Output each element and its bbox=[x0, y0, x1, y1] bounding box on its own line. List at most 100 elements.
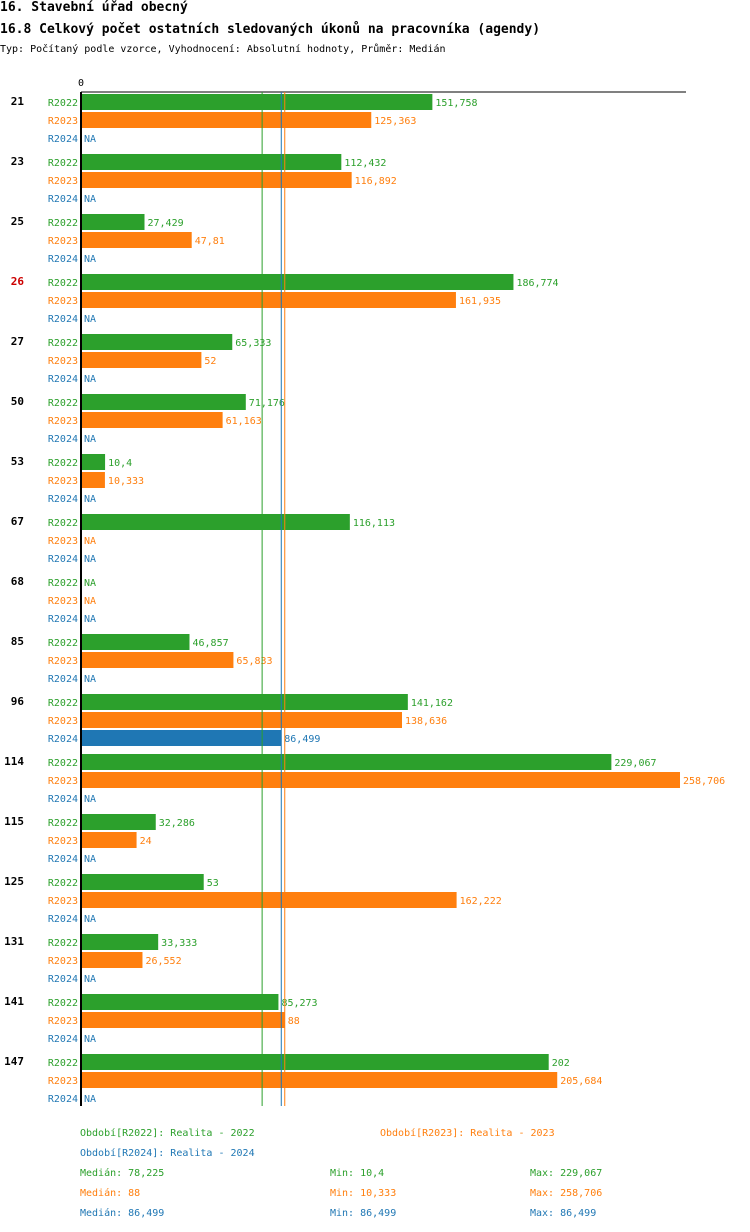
stat-min-2022: Min: 10,4 bbox=[330, 1168, 385, 1179]
bar-23-R2022 bbox=[81, 154, 342, 170]
series-label-125-R2024: R2024 bbox=[48, 914, 78, 925]
data-label-50-R2023: 61,163 bbox=[226, 416, 262, 427]
data-label-25-R2022: 27,429 bbox=[148, 218, 184, 229]
series-label-141-R2022: R2022 bbox=[48, 998, 78, 1009]
data-label-115-R2023: 24 bbox=[140, 836, 152, 847]
data-label-147-R2024: NA bbox=[84, 1094, 96, 1105]
data-label-141-R2023: 88 bbox=[288, 1016, 300, 1027]
series-label-25-R2022: R2022 bbox=[48, 218, 78, 229]
series-label-68-R2022: R2022 bbox=[48, 578, 78, 589]
group-label-67: 67 bbox=[11, 515, 24, 528]
data-label-141-R2024: NA bbox=[84, 1034, 96, 1045]
legend-period-2024: Období[R2024]: Realita - 2024 bbox=[80, 1148, 255, 1159]
group-label-26: 26 bbox=[11, 275, 25, 288]
series-label-26-R2024: R2024 bbox=[48, 314, 78, 325]
bar-147-R2023 bbox=[81, 1072, 558, 1088]
data-label-67-R2022: 116,113 bbox=[353, 518, 395, 529]
series-label-141-R2023: R2023 bbox=[48, 1016, 78, 1027]
bar-21-R2022 bbox=[81, 94, 433, 110]
data-label-115-R2024: NA bbox=[84, 854, 96, 865]
bar-115-R2022 bbox=[81, 814, 156, 830]
series-label-114-R2024: R2024 bbox=[48, 794, 78, 805]
data-label-21-R2023: 125,363 bbox=[374, 116, 416, 127]
data-label-53-R2022: 10,4 bbox=[108, 458, 132, 469]
series-label-125-R2022: R2022 bbox=[48, 878, 78, 889]
series-label-23-R2022: R2022 bbox=[48, 158, 78, 169]
series-label-53-R2023: R2023 bbox=[48, 476, 78, 487]
series-label-21-R2023: R2023 bbox=[48, 116, 78, 127]
data-label-125-R2022: 53 bbox=[207, 878, 219, 889]
bar-53-R2023 bbox=[81, 472, 105, 488]
data-label-25-R2024: NA bbox=[84, 254, 96, 265]
series-label-147-R2024: R2024 bbox=[48, 1094, 78, 1105]
stat-max-2024: Max: 86,499 bbox=[530, 1208, 597, 1219]
bar-25-R2022 bbox=[81, 214, 145, 230]
bar-96-R2024 bbox=[81, 730, 282, 746]
chart-subtitle: 16.8 Celkový počet ostatních sledovaných… bbox=[0, 22, 541, 37]
data-label-21-R2022: 151,758 bbox=[435, 98, 477, 109]
stat-max-2022: Max: 229,067 bbox=[530, 1168, 603, 1179]
data-label-114-R2023: 258,706 bbox=[683, 776, 725, 787]
series-label-85-R2024: R2024 bbox=[48, 674, 78, 685]
bar-131-R2022 bbox=[81, 934, 159, 950]
group-label-68: 68 bbox=[11, 575, 24, 588]
data-label-67-R2024: NA bbox=[84, 554, 96, 565]
series-label-85-R2022: R2022 bbox=[48, 638, 78, 649]
series-label-25-R2023: R2023 bbox=[48, 236, 78, 247]
group-label-115: 115 bbox=[4, 815, 24, 828]
data-label-141-R2022: 85,273 bbox=[281, 998, 317, 1009]
bar-67-R2022 bbox=[81, 514, 350, 530]
bar-53-R2022 bbox=[81, 454, 106, 470]
bar-114-R2022 bbox=[81, 754, 612, 770]
data-label-26-R2022: 186,774 bbox=[516, 278, 558, 289]
data-label-125-R2023: 162,222 bbox=[460, 896, 502, 907]
series-label-115-R2022: R2022 bbox=[48, 818, 78, 829]
stat-median-2024: Medián: 86,499 bbox=[80, 1208, 165, 1219]
series-label-50-R2023: R2023 bbox=[48, 416, 78, 427]
series-label-50-R2024: R2024 bbox=[48, 434, 78, 445]
bar-115-R2023 bbox=[81, 832, 137, 848]
data-label-26-R2023: 161,935 bbox=[459, 296, 501, 307]
series-label-68-R2023: R2023 bbox=[48, 596, 78, 607]
data-label-27-R2023: 52 bbox=[204, 356, 216, 367]
group-label-147: 147 bbox=[4, 1055, 24, 1068]
series-label-114-R2023: R2023 bbox=[48, 776, 78, 787]
data-label-27-R2024: NA bbox=[84, 374, 96, 385]
data-label-68-R2022: NA bbox=[84, 578, 96, 589]
bar-96-R2022 bbox=[81, 694, 408, 710]
data-label-131-R2024: NA bbox=[84, 974, 96, 985]
series-label-147-R2023: R2023 bbox=[48, 1076, 78, 1087]
data-label-131-R2023: 26,552 bbox=[145, 956, 181, 967]
group-label-21: 21 bbox=[11, 95, 25, 108]
bar-27-R2023 bbox=[81, 352, 202, 368]
data-label-125-R2024: NA bbox=[84, 914, 96, 925]
data-label-115-R2022: 32,286 bbox=[159, 818, 195, 829]
series-label-27-R2024: R2024 bbox=[48, 374, 78, 385]
data-label-131-R2022: 33,333 bbox=[161, 938, 197, 949]
series-label-27-R2023: R2023 bbox=[48, 356, 78, 367]
data-label-23-R2022: 112,432 bbox=[344, 158, 386, 169]
data-label-68-R2024: NA bbox=[84, 614, 96, 625]
data-label-147-R2023: 205,684 bbox=[560, 1076, 602, 1087]
bar-23-R2023 bbox=[81, 172, 352, 188]
group-label-85: 85 bbox=[11, 635, 24, 648]
bar-85-R2023 bbox=[81, 652, 234, 668]
data-label-53-R2023: 10,333 bbox=[108, 476, 144, 487]
bar-141-R2023 bbox=[81, 1012, 285, 1028]
bar-26-R2022 bbox=[81, 274, 514, 290]
series-label-53-R2024: R2024 bbox=[48, 494, 78, 505]
series-label-21-R2022: R2022 bbox=[48, 98, 78, 109]
page-title: 16. Stavební úřad obecný bbox=[0, 0, 188, 15]
legend-period-2022: Období[R2022]: Realita - 2022 bbox=[80, 1128, 255, 1139]
group-label-23: 23 bbox=[11, 155, 24, 168]
series-label-67-R2023: R2023 bbox=[48, 536, 78, 547]
bar-85-R2022 bbox=[81, 634, 190, 650]
stat-max-2023: Max: 258,706 bbox=[530, 1188, 603, 1199]
bar-125-R2022 bbox=[81, 874, 204, 890]
series-label-115-R2023: R2023 bbox=[48, 836, 78, 847]
bar-25-R2023 bbox=[81, 232, 192, 248]
series-label-141-R2024: R2024 bbox=[48, 1034, 78, 1045]
group-label-141: 141 bbox=[4, 995, 24, 1008]
data-label-50-R2024: NA bbox=[84, 434, 96, 445]
data-label-85-R2024: NA bbox=[84, 674, 96, 685]
